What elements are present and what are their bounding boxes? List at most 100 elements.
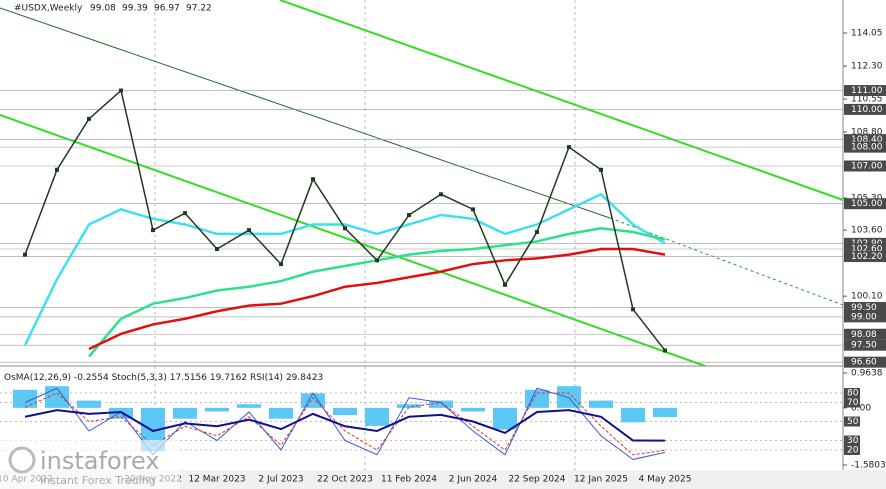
price-tick-label: 110.55 bbox=[851, 95, 883, 105]
price-point bbox=[23, 252, 27, 257]
osma-bar bbox=[653, 407, 677, 418]
trend-line bbox=[0, 114, 706, 367]
trend-line bbox=[279, 0, 844, 201]
osma-tick-label: -1.5803 bbox=[851, 461, 886, 471]
osma-bar bbox=[109, 407, 133, 419]
level-label-box bbox=[844, 339, 886, 351]
osc-label-box bbox=[844, 435, 860, 446]
osc-label-box bbox=[844, 445, 860, 455]
osma-bar bbox=[557, 386, 581, 408]
osma-bar bbox=[77, 400, 101, 408]
symbol-title: #USDX,Weekly bbox=[14, 4, 83, 14]
level-label-box bbox=[844, 328, 886, 340]
level-label-box bbox=[844, 311, 886, 323]
x-tick-label: 22 Oct 2023 bbox=[317, 475, 373, 485]
osma-bar bbox=[429, 400, 453, 408]
price-tick-label: 108.80 bbox=[851, 128, 883, 138]
osma-tick-label: 0.00 bbox=[851, 403, 871, 413]
level-label: 102.60 bbox=[851, 244, 883, 254]
osma-bar bbox=[365, 407, 389, 426]
osma-bar bbox=[589, 400, 613, 408]
price-point bbox=[471, 207, 475, 212]
osma-bar bbox=[525, 389, 549, 408]
rsi-label: RSI(14) bbox=[250, 373, 283, 383]
level-label-box bbox=[844, 356, 886, 368]
osc-label-box bbox=[844, 397, 860, 408]
level-label: 110.00 bbox=[851, 105, 883, 115]
osc-tick-label: 30 bbox=[847, 436, 859, 446]
level-label: 98.08 bbox=[851, 330, 877, 340]
level-label: 102.20 bbox=[851, 252, 883, 262]
osma-bar bbox=[493, 407, 517, 430]
price-point bbox=[503, 282, 507, 287]
level-label: 99.50 bbox=[851, 303, 877, 313]
osc-tick-label: 20 bbox=[847, 446, 859, 456]
level-label: 105.00 bbox=[851, 199, 883, 209]
logo: instaforex Instant Forex Trading bbox=[0, 440, 180, 489]
level-label: 97.50 bbox=[851, 341, 877, 351]
level-label-box bbox=[844, 160, 886, 172]
price-point bbox=[535, 230, 539, 235]
osma-bar bbox=[13, 389, 37, 408]
price-point bbox=[343, 226, 347, 231]
stoch-label: Stoch(5,3,3) bbox=[112, 373, 167, 383]
price-point bbox=[55, 167, 59, 172]
osma-bar bbox=[237, 404, 261, 408]
ohlc-value: 96.97 bbox=[154, 4, 180, 14]
stoch-signal bbox=[24, 392, 666, 456]
logo-backdrop bbox=[0, 440, 180, 489]
level-label: 111.00 bbox=[851, 86, 883, 96]
osma-bar bbox=[333, 407, 357, 416]
stoch-value: 17.5156 bbox=[170, 373, 207, 383]
logo-icon bbox=[8, 446, 36, 474]
price-point bbox=[407, 213, 411, 218]
x-tick-label: 4 May 2025 bbox=[639, 475, 692, 485]
level-label: 107.00 bbox=[851, 161, 883, 171]
logo-text: instaforex bbox=[40, 447, 160, 475]
osc-tick-label: 80 bbox=[847, 389, 859, 399]
price-point bbox=[151, 228, 155, 233]
level-label-box bbox=[844, 243, 886, 255]
level-label-box bbox=[844, 134, 886, 146]
price-tick-label: 100.10 bbox=[851, 292, 883, 302]
price-point bbox=[183, 211, 187, 216]
osma-bar bbox=[461, 407, 485, 412]
stoch-value: 19.7162 bbox=[210, 373, 247, 383]
rsi-line bbox=[24, 409, 666, 442]
level-label-box bbox=[844, 103, 886, 115]
x-tick-label: 2 Jul 2023 bbox=[258, 475, 303, 485]
osma-bar bbox=[397, 404, 421, 408]
level-label-box bbox=[844, 141, 886, 153]
price-point bbox=[215, 246, 219, 251]
level-label-box bbox=[844, 251, 886, 263]
indicator-header: OsMA(12,26,9) -0.2554 Stoch(5,3,3) 17.51… bbox=[4, 373, 323, 383]
osc-tick-label: 50 bbox=[847, 417, 859, 427]
level-label: 96.60 bbox=[851, 358, 877, 368]
osma-value: -0.2554 bbox=[74, 373, 109, 383]
level-label-box bbox=[844, 301, 886, 313]
price-point bbox=[567, 145, 571, 150]
price-tick-label: 103.60 bbox=[851, 226, 883, 236]
price-point bbox=[87, 116, 91, 121]
x-tick-label: 12 Mar 2023 bbox=[188, 475, 245, 485]
date-axis-band bbox=[0, 470, 886, 489]
osc-tick-label: 70 bbox=[847, 398, 859, 408]
osma-bar bbox=[269, 407, 293, 419]
osma-bar bbox=[205, 407, 229, 412]
price-tick-label: 112.30 bbox=[851, 62, 883, 72]
price-point bbox=[311, 177, 315, 182]
level-label-box bbox=[844, 85, 886, 97]
level-label: 108.00 bbox=[851, 143, 883, 153]
price-point bbox=[279, 262, 283, 267]
moving-average bbox=[88, 247, 666, 351]
moving-average bbox=[23, 192, 666, 346]
osma-bar bbox=[173, 407, 197, 419]
x-tick-label: 2 Jun 2024 bbox=[449, 475, 498, 485]
price-point bbox=[439, 192, 443, 197]
ohlc-value: 99.08 bbox=[90, 4, 116, 14]
price-tick-label: 114.05 bbox=[851, 29, 883, 39]
level-label: 108.40 bbox=[851, 135, 883, 145]
price-point bbox=[375, 258, 379, 263]
level-label: 99.00 bbox=[851, 312, 877, 322]
